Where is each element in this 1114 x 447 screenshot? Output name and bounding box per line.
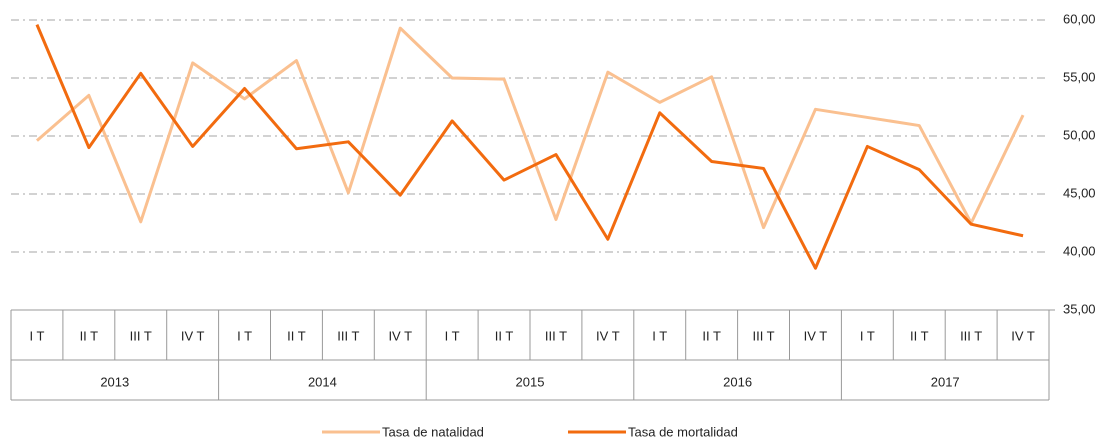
x-tick-label: II T <box>80 328 99 343</box>
x-tick-label: IV T <box>388 328 412 343</box>
x-group-label: 2017 <box>931 374 960 389</box>
y-tick-label: 35,00 <box>1063 301 1096 316</box>
x-tick-label: III T <box>960 328 982 343</box>
x-tick-label: I T <box>29 328 44 343</box>
x-tick-label: IV T <box>1011 328 1035 343</box>
x-group-label: 2014 <box>308 374 337 389</box>
x-group-label: 2016 <box>723 374 752 389</box>
x-tick-label: I T <box>860 328 875 343</box>
x-tick-label: II T <box>495 328 514 343</box>
x-tick-label: III T <box>130 328 152 343</box>
legend-label: Tasa de natalidad <box>382 424 484 439</box>
x-tick-label: III T <box>545 328 567 343</box>
x-tick-label: IV T <box>181 328 205 343</box>
x-tick-label: I T <box>445 328 460 343</box>
y-tick-label: 55,00 <box>1063 69 1096 84</box>
x-tick-label: II T <box>287 328 306 343</box>
x-tick-label: I T <box>237 328 252 343</box>
x-tick-label: IV T <box>804 328 828 343</box>
x-tick-label: II T <box>702 328 721 343</box>
x-tick-label: IV T <box>596 328 620 343</box>
y-tick-label: 50,00 <box>1063 127 1096 142</box>
line-series <box>35 24 1024 270</box>
x-tick-label: II T <box>910 328 929 343</box>
y-tick-label: 45,00 <box>1063 185 1096 200</box>
x-tick-label: I T <box>652 328 667 343</box>
y-tick-label: 60,00 <box>1063 11 1096 26</box>
x-group-label: 2015 <box>516 374 545 389</box>
x-tick-label: III T <box>752 328 774 343</box>
line-series <box>35 26 1025 230</box>
legend-label: Tasa de mortalidad <box>628 424 738 439</box>
y-tick-label: 40,00 <box>1063 243 1096 258</box>
x-group-label: 2013 <box>100 374 129 389</box>
x-tick-label: III T <box>337 328 359 343</box>
